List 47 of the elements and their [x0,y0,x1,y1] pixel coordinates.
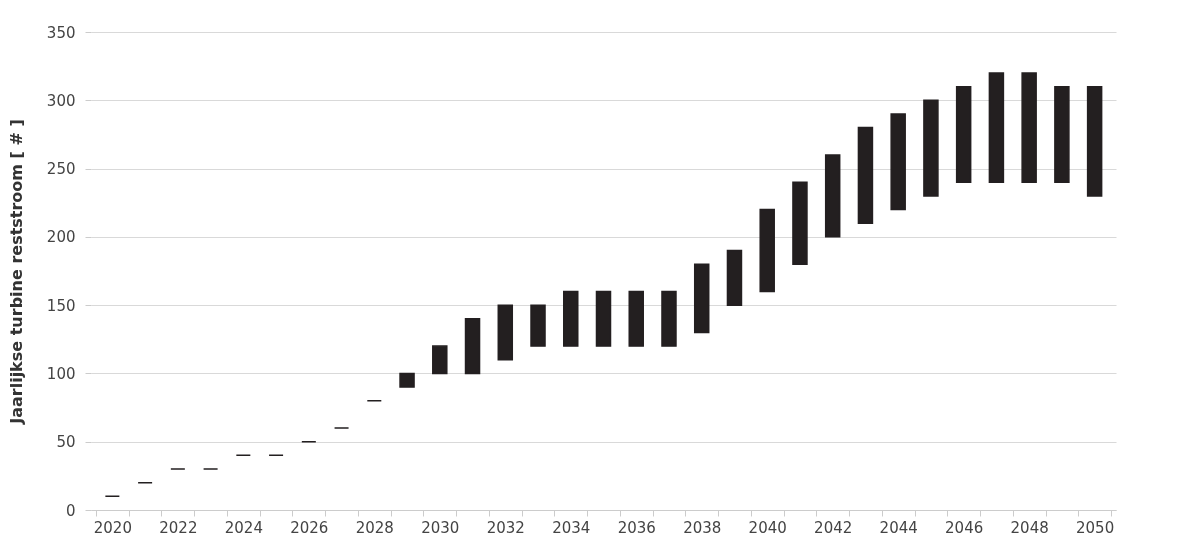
y-tick-label: 50 [56,433,76,452]
y-tick-label: 250 [46,160,76,179]
bar [857,126,874,224]
bar [399,372,415,388]
bar [464,318,481,375]
x-tick-label: 2020 [93,518,132,537]
y-tick-label: 350 [46,23,76,42]
bar [628,290,644,347]
x-tick-label: 2042 [814,518,853,537]
bar [988,72,1005,183]
bar [923,99,939,197]
bar [890,113,906,211]
x-tick-label: 2026 [290,518,329,537]
bar [661,290,677,347]
bar [563,290,579,347]
x-tick-label: 2038 [683,518,722,537]
y-tick-label: 0 [65,501,76,520]
bar [432,345,448,375]
bar [726,249,743,306]
x-tick-label: 2028 [355,518,394,537]
bar [1021,72,1037,183]
x-tick-label: 2034 [552,518,591,537]
x-tick-label: 2036 [617,518,656,537]
bar [693,263,710,334]
bar [530,304,546,347]
bar [955,85,972,183]
bar [824,154,841,238]
bar [595,290,612,347]
x-tick-label: 2022 [159,518,198,537]
x-tick-label: 2046 [945,518,984,537]
y-tick-label: 300 [46,91,76,110]
x-tick-label: 2040 [748,518,787,537]
x-tick-label: 2048 [1010,518,1049,537]
bar [1086,85,1103,197]
x-tick-label: 2030 [421,518,460,537]
bar [497,304,514,361]
bar [792,181,808,265]
bar [1054,85,1070,183]
y-tick-label: 100 [46,364,76,383]
y-tick-label: 200 [46,228,76,247]
x-tick-label: 2032 [486,518,525,537]
x-tick-label: 2024 [224,518,263,537]
y-tick-label: 150 [46,296,76,315]
y-axis-title: Jaarlijkse turbine reststroom [ # ] [6,119,26,425]
bar [759,208,775,293]
x-tick-label: 2044 [879,518,918,537]
x-tick-label: 2050 [1076,518,1115,537]
